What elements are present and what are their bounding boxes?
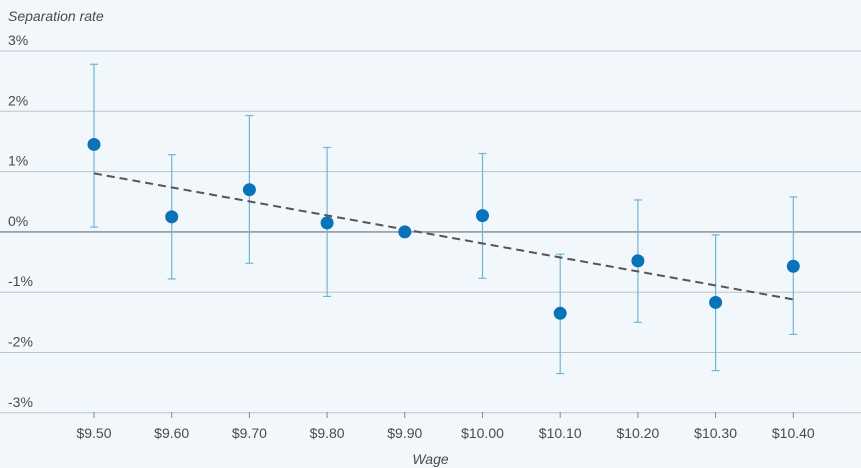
x-axis-title: Wage bbox=[412, 451, 449, 467]
data-point bbox=[87, 137, 101, 151]
x-tick-label: $10.20 bbox=[616, 425, 659, 441]
x-tick-label: $10.00 bbox=[461, 425, 504, 441]
x-tick-label: $10.40 bbox=[772, 425, 815, 441]
data-point bbox=[165, 210, 179, 224]
x-tick-label: $9.70 bbox=[232, 425, 267, 441]
y-tick-label: 0% bbox=[8, 213, 28, 229]
data-point bbox=[398, 225, 412, 239]
y-tick-label: 3% bbox=[8, 32, 28, 48]
y-tick-label: 2% bbox=[8, 92, 28, 108]
x-tick-label: $9.60 bbox=[154, 425, 189, 441]
y-tick-label: -2% bbox=[8, 334, 33, 350]
y-tick-label: 1% bbox=[8, 153, 28, 169]
data-point bbox=[631, 254, 645, 268]
data-point bbox=[786, 259, 800, 273]
y-tick-label: -1% bbox=[8, 273, 33, 289]
x-tick-label: $9.50 bbox=[76, 425, 111, 441]
data-point bbox=[709, 295, 723, 309]
data-point bbox=[242, 183, 256, 197]
data-point bbox=[553, 306, 567, 320]
data-point bbox=[320, 216, 334, 230]
x-tick-label: $9.80 bbox=[310, 425, 345, 441]
x-tick-label: $10.10 bbox=[539, 425, 582, 441]
trend-line bbox=[93, 172, 794, 301]
x-tick-label: $10.30 bbox=[694, 425, 737, 441]
y-tick-label: -3% bbox=[8, 394, 33, 410]
data-point bbox=[476, 209, 489, 223]
y-axis-title: Separation rate bbox=[8, 8, 104, 24]
x-tick-label: $9.90 bbox=[387, 425, 422, 441]
